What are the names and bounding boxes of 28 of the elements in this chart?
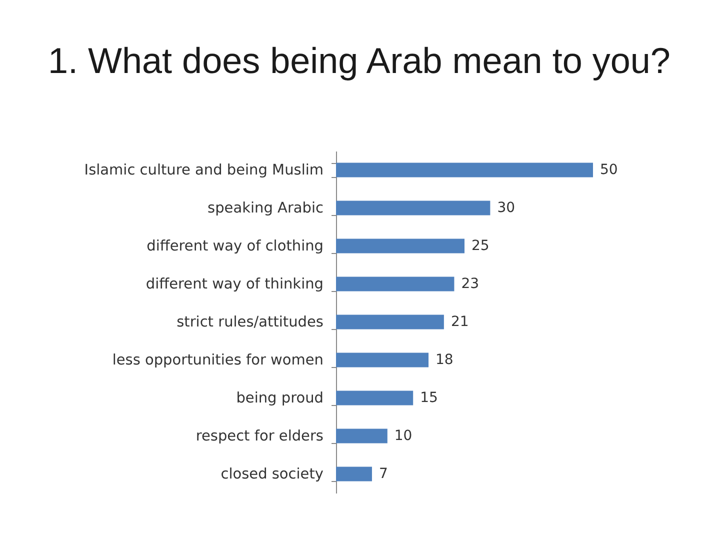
data-label: 30 [497, 200, 516, 216]
bar [336, 200, 490, 216]
data-label: 10 [394, 428, 412, 444]
y-tick-label: speaking Arabic [208, 200, 324, 216]
chart-title: 1. What does being Arab mean to you? [48, 40, 670, 82]
y-tick-label: respect for elders [196, 428, 324, 444]
data-label: 50 [600, 162, 618, 178]
bar [336, 352, 429, 368]
y-tick-label: strict rules/attitudes [176, 314, 324, 330]
data-label: 25 [472, 238, 490, 254]
y-tick-label: different way of thinking [146, 276, 324, 292]
y-tick-label: being proud [236, 390, 324, 406]
bar [336, 428, 388, 444]
bar [336, 314, 444, 330]
bar [336, 466, 372, 482]
data-label: 15 [420, 390, 438, 406]
data-label: 18 [436, 352, 454, 368]
bar [336, 238, 464, 254]
y-tick-label: Islamic culture and being Muslim [84, 162, 324, 178]
data-label: 21 [450, 314, 469, 330]
y-tick-label: closed society [220, 466, 324, 482]
y-tick-label: different way of clothing [146, 238, 324, 254]
bar [336, 276, 454, 292]
data-label: 23 [461, 276, 480, 292]
bar [336, 390, 414, 406]
data-label: 7 [378, 466, 388, 482]
bar [336, 162, 593, 178]
y-tick-label: less opportunities for women [112, 352, 324, 368]
